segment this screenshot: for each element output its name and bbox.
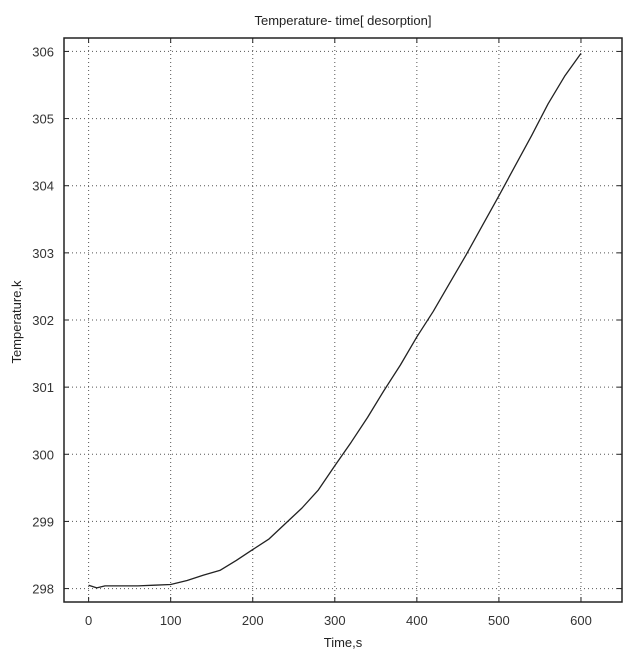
y-tick-label: 302 [32,313,54,328]
y-tick-label: 305 [32,112,54,127]
y-axis-label: Temperature,k [9,280,24,364]
y-tick-label: 299 [32,514,54,529]
y-tick-label: 306 [32,44,54,59]
chart-title: Temperature- time[ desorption] [254,13,431,28]
series-layer [88,53,582,589]
y-tick-label: 300 [32,447,54,462]
x-tick-label: 0 [85,613,92,628]
series-line [88,53,582,589]
y-tick-label: 298 [32,582,54,597]
x-tick-label: 200 [242,613,264,628]
x-tick-label: 500 [488,613,510,628]
grid [64,38,622,602]
y-tick-label: 304 [32,179,54,194]
x-tick-label: 300 [324,613,346,628]
y-tick-label: 301 [32,380,54,395]
axis-ticks: 0 100 200 300 400 500 600 298 299 300 301 302 303 304… [32,38,622,628]
x-tick-label: 400 [406,613,428,628]
x-axis-label: Time,s [324,635,363,650]
x-tick-label: 600 [570,613,592,628]
y-tick-label: 303 [32,246,54,261]
x-tick-label: 100 [160,613,182,628]
